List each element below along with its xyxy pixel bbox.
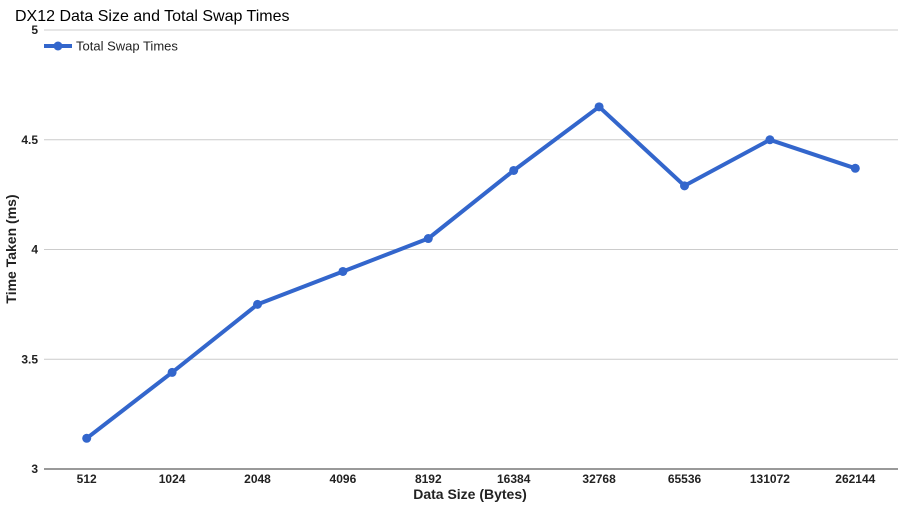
y-tick-label: 4.5 [21, 133, 38, 147]
chart-title: DX12 Data Size and Total Swap Times [15, 8, 290, 25]
legend-label: Total Swap Times [76, 39, 178, 54]
y-tick-label: 3.5 [21, 352, 38, 366]
x-tick-label: 65536 [668, 472, 702, 486]
x-tick-label: 32768 [582, 472, 616, 486]
data-point [338, 266, 348, 276]
x-tick-label: 131072 [750, 472, 790, 486]
x-tick-label: 4096 [330, 472, 357, 486]
data-point [680, 181, 689, 191]
legend: Total Swap Times [44, 39, 178, 54]
x-axis-title: Data Size (Bytes) [413, 486, 527, 502]
gridlines [44, 29, 898, 470]
y-axis-title: Time Taken (ms) [3, 194, 19, 303]
series-line [84, 104, 858, 441]
y-tick-label: 4 [31, 243, 38, 257]
x-tick-label: 16384 [497, 472, 531, 486]
series-total-swap-times [82, 102, 860, 443]
data-point [423, 234, 433, 244]
data-point [253, 299, 262, 309]
x-tick-label: 8192 [415, 472, 442, 486]
y-tick-label: 5 [31, 23, 38, 37]
y-axis-tick-labels: 3 3.5 4 4.5 5 [21, 23, 38, 476]
data-point [509, 165, 519, 175]
x-tick-label: 1024 [159, 472, 186, 486]
x-tick-label: 262144 [835, 472, 875, 486]
x-axis-tick-labels: 512 1024 2048 4096 8192 16384 32768 65536 131072… [77, 472, 876, 486]
y-tick-label: 3 [31, 462, 38, 476]
x-tick-label: 2048 [244, 472, 271, 486]
data-point [850, 163, 860, 173]
data-point [594, 102, 604, 112]
x-tick-label: 512 [77, 472, 97, 486]
data-point [82, 433, 92, 443]
data-point [167, 367, 177, 377]
data-point [765, 135, 775, 145]
legend-marker [53, 41, 63, 51]
